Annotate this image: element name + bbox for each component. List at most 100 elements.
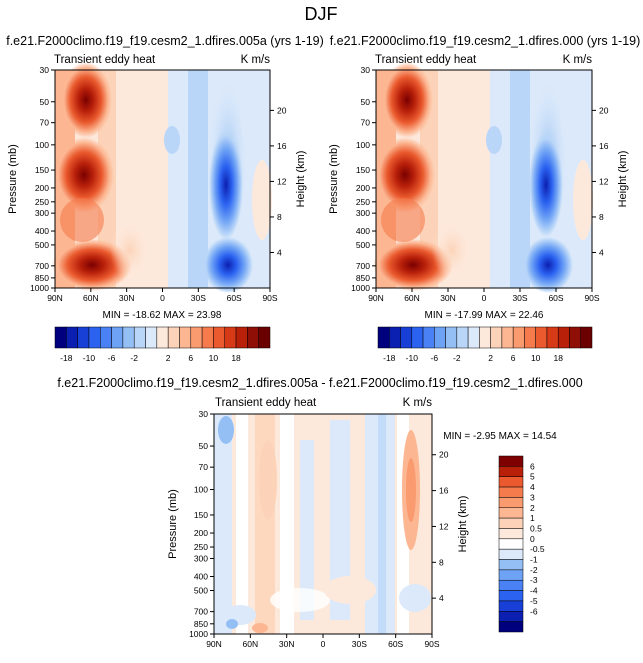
panel-1-y-ticks-right: 20 16 12 8 4 [270, 105, 287, 257]
panel-2-x-ticks: 90N 60N 30N 0 30S 60S 90S [368, 288, 600, 303]
colorbar-swatch [479, 326, 491, 349]
y-tick-label: 1000 [30, 283, 49, 293]
panel-2-subtitle-left: Transient eddy heat [375, 54, 477, 66]
y-tick-label: 700 [194, 607, 208, 617]
colorbar-swatch [498, 466, 524, 477]
colorbar-swatch [512, 326, 525, 349]
panel-3-subtitle-left: Transient eddy heat [215, 397, 317, 409]
y-tick-label: 30 [199, 409, 209, 419]
colorbar-swatch [456, 326, 469, 349]
colorbar-label: 10 [209, 353, 219, 363]
panel-3-subtitle-right: K m/s [403, 397, 433, 409]
colorbar-swatch [411, 326, 424, 349]
colorbar-label: -4 [530, 586, 538, 596]
colorbar-label: -6 [431, 353, 439, 363]
colorbar-swatch [190, 326, 203, 349]
x-tick-label: 90N [206, 639, 222, 649]
colorbar-swatch [467, 326, 480, 349]
colorbar-swatch [224, 326, 237, 349]
panel-1-colorbar: -18 -10 -6 -2 2 6 10 18 [54, 326, 271, 363]
y-tick-label: 500 [356, 240, 370, 250]
panel-1-x-ticks: 90N 60N 30N 0 30S 60S 90S [47, 288, 278, 303]
colorbar-swatch [179, 326, 192, 349]
colorbar-swatch [498, 559, 524, 571]
y-tick-label: 400 [194, 572, 208, 582]
panel-2-title: f.e21.F2000climo.f19_f19.cesm2_1.dfires.… [330, 34, 641, 48]
colorbar-label: -18 [60, 353, 73, 363]
colorbar-swatch [498, 497, 524, 509]
y-tick-label: 250 [194, 542, 208, 552]
colorbar-swatch [498, 538, 524, 550]
colorbar-label: 10 [531, 353, 541, 363]
colorbar-swatch [66, 326, 78, 349]
colorbar-label: -2 [453, 353, 461, 363]
colorbar-label: -1 [530, 555, 538, 565]
colorbar-swatch [77, 326, 90, 349]
panel-2: f.e21.F2000climo.f19_f19.cesm2_1.dfires.… [328, 34, 640, 363]
y-tick-label: 70 [199, 462, 209, 472]
panel-3-x-ticks: 90N 60N 30N 0 30S 60S 90S [206, 634, 440, 649]
colorbar-swatch [498, 579, 524, 591]
y-tick-label: 400 [35, 226, 49, 236]
y-right-tick-label: 8 [599, 212, 604, 222]
y-tick-label: 30 [40, 65, 50, 75]
x-tick-label: 0 [160, 293, 165, 303]
panel-3-y-ticks-right: 20 16 12 8 4 [432, 450, 449, 603]
y-tick-label: 70 [40, 118, 50, 128]
y-tick-label: 100 [194, 485, 208, 495]
colorbar-label: -6 [108, 353, 116, 363]
panel-2-field [373, 62, 593, 293]
y-right-tick-label: 20 [439, 450, 449, 460]
colorbar-swatch [167, 326, 180, 349]
colorbar-swatch [498, 507, 524, 519]
y-tick-label: 500 [194, 586, 208, 596]
colorbar-swatch [445, 326, 458, 349]
y-tick-label: 50 [361, 97, 371, 107]
y-tick-label: 150 [194, 510, 208, 520]
colorbar-label: 2 [530, 503, 535, 513]
colorbar-label: 18 [231, 353, 241, 363]
colorbar-swatch [400, 326, 413, 349]
y-right-tick-label: 12 [439, 521, 449, 531]
x-tick-label: 30N [440, 293, 456, 303]
y-tick-label: 200 [35, 183, 49, 193]
y-tick-label: 50 [199, 441, 209, 451]
panel-3-title: f.e21.F2000climo.f19_f19.cesm2_1.dfires.… [57, 376, 582, 390]
x-tick-label: 30N [279, 639, 295, 649]
colorbar-swatch [498, 621, 524, 633]
colorbar-label: -5 [530, 596, 538, 606]
colorbar-label: 6 [530, 461, 535, 471]
x-tick-label: 0 [482, 293, 487, 303]
y-right-tick-label: 20 [277, 105, 287, 115]
colorbar-swatch [434, 326, 446, 349]
colorbar-swatch [490, 326, 503, 349]
colorbar-swatch [546, 326, 559, 349]
colorbar-swatch [377, 326, 390, 349]
y-tick-label: 200 [194, 528, 208, 538]
y-tick-label: 100 [35, 140, 49, 150]
panel-3-ylabel-right: Height (km) [457, 496, 469, 553]
panel-1-field [52, 62, 272, 293]
y-right-tick-label: 16 [599, 141, 609, 151]
colorbar-swatch [498, 455, 524, 467]
colorbar-swatch [235, 326, 248, 349]
x-tick-label: 60S [388, 639, 403, 649]
y-tick-label: 1000 [189, 629, 208, 639]
y-right-tick-label: 8 [439, 557, 444, 567]
panel-2-stats: MIN = -17.99 MAX = 22.46 [425, 310, 544, 321]
x-tick-label: 60N [83, 293, 99, 303]
panel-1-stats: MIN = -18.62 MAX = 23.98 [103, 310, 222, 321]
colorbar-label: -2 [530, 565, 538, 575]
colorbar-label: -0.5 [530, 544, 545, 554]
x-tick-label: 30S [191, 293, 206, 303]
panel-3-stats: MIN = -2.95 MAX = 14.54 [443, 431, 557, 442]
y-tick-label: 850 [35, 273, 49, 283]
colorbar-label: 1 [530, 513, 535, 523]
colorbar-swatch [535, 326, 548, 349]
colorbar-swatch [498, 548, 524, 560]
panel-1-subtitle-left: Transient eddy heat [54, 54, 156, 66]
